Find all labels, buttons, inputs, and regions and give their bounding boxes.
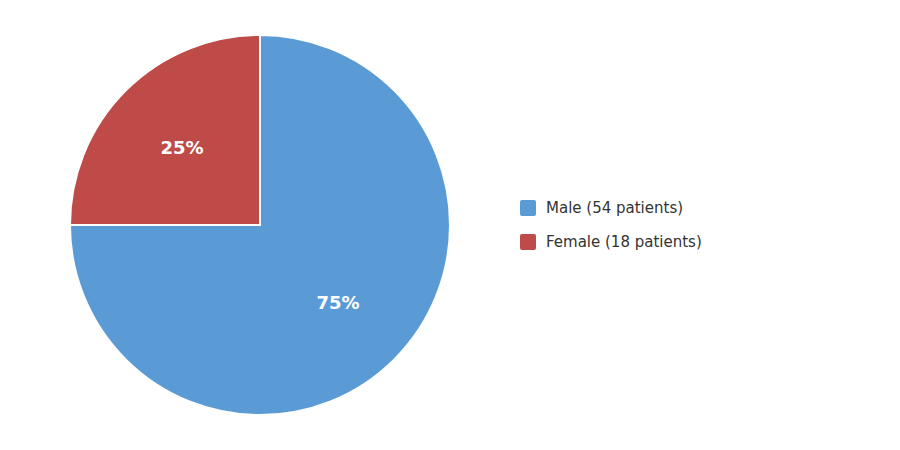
chart-container: 75% 25% Male (54 patients) Female (18 patie… xyxy=(0,0,900,450)
legend-swatch xyxy=(520,234,536,250)
slices xyxy=(70,35,450,415)
chart-svg: 75% 25% Male (54 patients) Female (18 patie… xyxy=(0,0,900,450)
legend: Male (54 patients) Female (18 patients) xyxy=(520,199,702,251)
data-labels: 75% 25% xyxy=(161,137,360,314)
legend-label: Male (54 patients) xyxy=(546,199,683,217)
data-label: 25% xyxy=(161,137,204,158)
legend-swatch xyxy=(520,200,536,216)
data-label: 75% xyxy=(316,292,359,313)
pie-slice xyxy=(70,35,450,415)
pie-slice xyxy=(70,35,260,225)
legend-label: Female (18 patients) xyxy=(546,233,702,251)
